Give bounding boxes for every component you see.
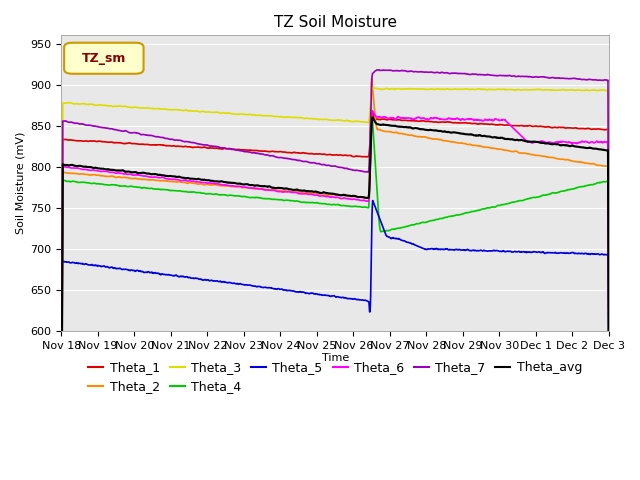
Y-axis label: Soil Moisture (mV): Soil Moisture (mV)	[15, 132, 25, 234]
Title: TZ Soil Moisture: TZ Soil Moisture	[274, 15, 397, 30]
Legend: Theta_1, Theta_2, Theta_3, Theta_4, Theta_5, Theta_6, Theta_7, Theta_avg: Theta_1, Theta_2, Theta_3, Theta_4, Thet…	[83, 356, 587, 398]
FancyBboxPatch shape	[64, 43, 143, 74]
Text: TZ_sm: TZ_sm	[81, 51, 125, 65]
X-axis label: Time: Time	[321, 353, 349, 363]
